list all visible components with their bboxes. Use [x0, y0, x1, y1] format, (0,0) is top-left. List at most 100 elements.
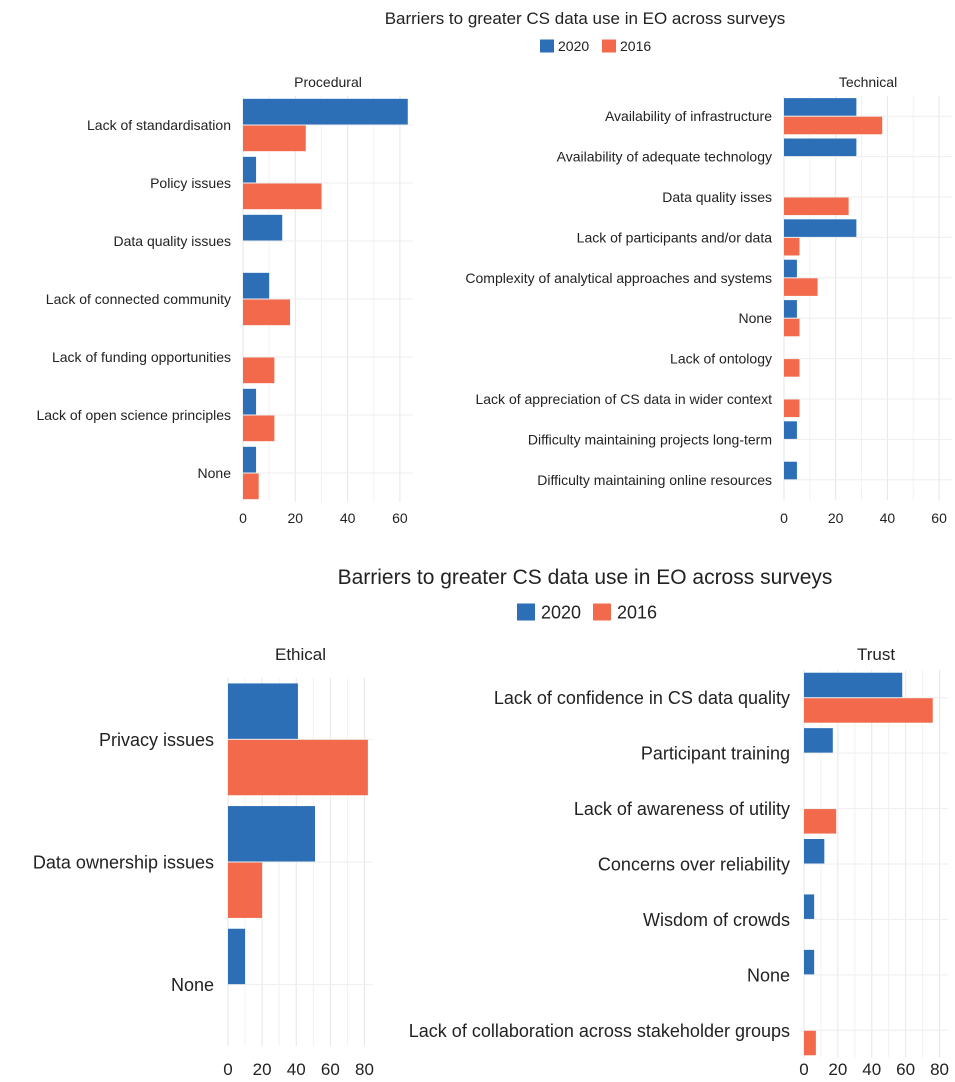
bar-2020-lack-of-connected-community: [243, 272, 270, 299]
category-label-lack-of-appreciation-of-cs-data-in-wider-context: Lack of appreciation of CS data in wider…: [475, 391, 772, 407]
tick-label-40: 40: [340, 510, 356, 526]
bar-2020-data-ownership-issues: [228, 806, 315, 862]
category-label-privacy-issues: Privacy issues: [99, 730, 214, 750]
bar-2016-lack-of-confidence-in-cs-data-quality: [804, 698, 933, 723]
bar-2020-lack-of-standardisation: [243, 98, 408, 125]
tick-label-20: 20: [253, 1060, 272, 1079]
bar-2020-policy-issues: [243, 156, 257, 183]
panel-title: Procedural: [294, 74, 362, 90]
bar-2020-difficulty-maintaining-projects-long-term: [784, 421, 797, 439]
category-label-data-quality-isses: Data quality isses: [662, 189, 772, 205]
tick-label-20: 20: [828, 1060, 847, 1079]
bar-2020-none: [804, 949, 815, 975]
bar-2020-availability-of-adequate-technology: [784, 138, 857, 157]
category-label-lack-of-collaboration-across-stakeholder-groups: Lack of collaboration across stakeholder…: [409, 1021, 790, 1041]
category-label-data-quality-issues: Data quality issues: [113, 233, 231, 249]
tick-label-60: 60: [392, 510, 408, 526]
category-label-none: None: [198, 465, 232, 481]
bar-2020-none: [243, 446, 257, 473]
bar-2020-none: [784, 300, 797, 318]
panel-ethical: Ethical Privacy issues Data ownership issu…: [33, 645, 374, 1079]
category-label-wisdom-of-crowds: Wisdom of crowds: [643, 910, 790, 930]
tick-label-80: 80: [355, 1060, 374, 1079]
tick-label-0: 0: [239, 510, 247, 526]
bar-2020-none: [228, 928, 246, 985]
bar-2016-lack-of-participants-and-or-data: [784, 237, 800, 256]
bar-2016-lack-of-connected-community: [243, 299, 291, 326]
bar-2016-lack-of-open-science-principles: [243, 415, 275, 442]
bar-2020-privacy-issues: [228, 683, 298, 739]
panel-trust: Trust Lack of confidence in CS data quali…: [409, 645, 949, 1079]
panel-procedural: Procedural Lack of standardisation Policy …: [36, 74, 413, 526]
category-label-none: None: [739, 310, 773, 326]
bar-2020-availability-of-infrastructure: [784, 98, 857, 116]
bar-2016-data-ownership-issues: [228, 862, 263, 918]
legend-label-2020: 2020: [558, 38, 589, 54]
category-label-none: None: [747, 965, 790, 985]
bar-2016-lack-of-appreciation-of-cs-data-in-wider-context: [784, 399, 800, 418]
legend-swatch-2016: [602, 39, 616, 53]
legend-swatch-2020: [517, 603, 535, 621]
figure-title: Barriers to greater CS data use in EO ac…: [385, 9, 786, 28]
tick-label-0: 0: [799, 1060, 808, 1079]
bar-2020-complexity-of-analytical-approaches-and-systems: [784, 259, 797, 278]
category-label-lack-of-ontology: Lack of ontology: [670, 351, 772, 367]
tick-label-40: 40: [880, 510, 896, 526]
tick-label-0: 0: [780, 510, 788, 526]
category-label-complexity-of-analytical-approaches-and-systems: Complexity of analytical approaches and …: [465, 270, 772, 286]
bar-2016-availability-of-infrastructure: [784, 116, 883, 135]
category-label-lack-of-open-science-principles: Lack of open science principles: [36, 407, 231, 423]
category-label-lack-of-standardisation: Lack of standardisation: [87, 117, 231, 133]
category-label-lack-of-confidence-in-cs-data-quality: Lack of confidence in CS data quality: [494, 688, 790, 708]
tick-label-20: 20: [828, 510, 844, 526]
bar-2020-data-quality-issues: [243, 214, 283, 241]
category-label-concerns-over-reliability: Concerns over reliability: [598, 854, 790, 874]
category-label-lack-of-funding-opportunities: Lack of funding opportunities: [52, 349, 231, 365]
tick-label-40: 40: [287, 1060, 306, 1079]
panel-title: Ethical: [275, 645, 326, 664]
legend-label-2016: 2016: [620, 38, 651, 54]
bar-2016-none: [784, 318, 800, 337]
tick-label-40: 40: [862, 1060, 881, 1079]
figure-title: Barriers to greater CS data use in EO ac…: [338, 566, 833, 589]
panel-title: Trust: [857, 645, 895, 664]
category-label-lack-of-participants-and-or-data: Lack of participants and/or data: [577, 229, 773, 245]
tick-label-60: 60: [321, 1060, 340, 1079]
tick-label-20: 20: [288, 510, 304, 526]
bar-2020-participant-training: [804, 728, 833, 753]
category-label-availability-of-adequate-technology: Availability of adequate technology: [557, 149, 772, 165]
panel-title: Technical: [839, 74, 897, 90]
bar-2020-wisdom-of-crowds: [804, 894, 815, 919]
bar-2020-concerns-over-reliability: [804, 839, 825, 864]
category-label-participant-training: Participant training: [641, 744, 790, 764]
category-label-lack-of-connected-community: Lack of connected community: [46, 291, 231, 307]
category-label-data-ownership-issues: Data ownership issues: [33, 852, 214, 872]
bar-2016-lack-of-awareness-of-utility: [804, 809, 837, 834]
category-label-policy-issues: Policy issues: [150, 175, 231, 191]
tick-label-80: 80: [930, 1060, 949, 1079]
bar-2020-lack-of-open-science-principles: [243, 388, 257, 415]
category-label-difficulty-maintaining-projects-long-term: Difficulty maintaining projects long-ter…: [528, 431, 772, 447]
bar-2016-lack-of-standardisation: [243, 125, 306, 152]
legend-swatch-2020: [540, 39, 554, 53]
bar-2020-difficulty-maintaining-online-resources: [784, 461, 797, 480]
bar-2016-privacy-issues: [228, 739, 368, 796]
bar-2016-none: [243, 473, 259, 500]
tick-label-0: 0: [223, 1060, 232, 1079]
bar-2016-policy-issues: [243, 183, 322, 210]
bar-2016-lack-of-collaboration-across-stakeholder-groups: [804, 1030, 816, 1056]
bar-2016-lack-of-funding-opportunities: [243, 357, 275, 384]
bar-2020-lack-of-participants-and-or-data: [784, 219, 857, 237]
bar-2020-lack-of-confidence-in-cs-data-quality: [804, 672, 903, 698]
category-label-none: None: [171, 975, 214, 995]
category-label-availability-of-infrastructure: Availability of infrastructure: [605, 108, 772, 124]
bar-2016-data-quality-isses: [784, 197, 849, 216]
legend-swatch-2016: [593, 603, 611, 621]
tick-label-60: 60: [896, 1060, 915, 1079]
tick-label-60: 60: [931, 510, 947, 526]
category-label-lack-of-awareness-of-utility: Lack of awareness of utility: [574, 799, 790, 819]
legend-label-2020: 2020: [541, 602, 581, 622]
panel-technical: Technical Availability of infrastructure A…: [465, 74, 952, 526]
